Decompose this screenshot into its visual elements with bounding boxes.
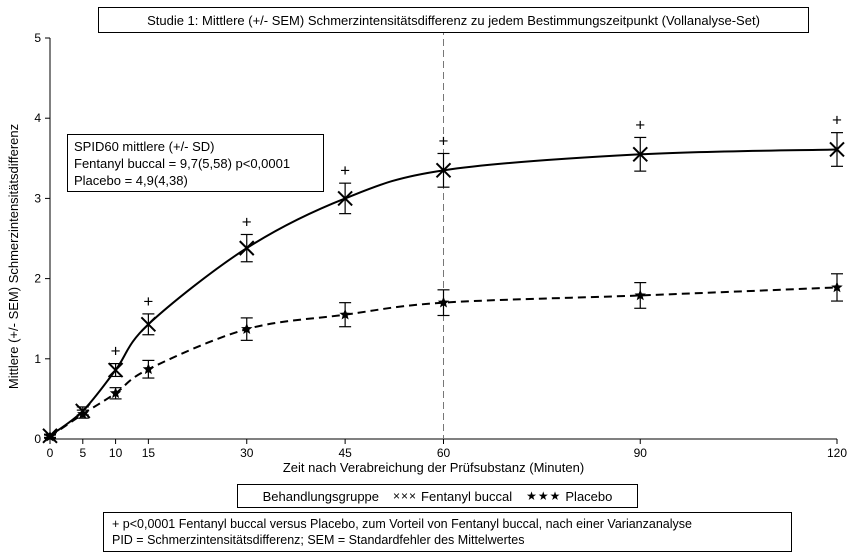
x-tick-label-0: 0 (47, 446, 54, 460)
stats-line-1: SPID60 mittlere (+/- SD) (74, 139, 215, 154)
point-fentanyl-buccal-120: + (829, 111, 845, 167)
legend-item-placebo: ★★★ Placebo (526, 489, 612, 504)
marker-placebo-30 (241, 323, 253, 334)
marker-placebo-15 (142, 363, 155, 375)
marker-placebo-10 (109, 387, 122, 399)
x-tick-label-5: 45 (338, 446, 352, 460)
y-tick-label-0: 0 (34, 432, 41, 446)
y-tick-label-3: 3 (34, 191, 41, 205)
x-tick-label-6: 60 (437, 446, 451, 460)
legend-item-fentanyl: ××× Fentanyl buccal (393, 489, 512, 504)
significance-mark-15: + (143, 292, 153, 311)
significance-mark-60: + (439, 131, 449, 150)
significance-mark-90: + (635, 115, 645, 134)
marker-fentanyl-buccal-45 (337, 190, 353, 207)
marker-placebo-60 (437, 296, 450, 308)
x-tick-label-8: 120 (827, 446, 847, 460)
point-fentanyl-buccal-60: + (435, 131, 452, 188)
marker-fentanyl-buccal-90 (632, 146, 648, 162)
y-tick-label-1: 1 (34, 352, 41, 366)
stats-line-2: Fentanyl buccal = 9,7(5,58) p<0,0001 (74, 156, 291, 171)
significance-mark-30: + (242, 212, 252, 231)
marker-placebo-45 (339, 308, 351, 320)
marker-fentanyl-buccal-10 (107, 362, 124, 378)
y-tick-label-4: 4 (34, 111, 41, 125)
point-placebo-90 (634, 282, 647, 309)
x-tick-label-7: 90 (634, 446, 648, 460)
point-fentanyl-buccal-30: + (239, 212, 255, 263)
marker-fentanyl-buccal-30 (239, 240, 255, 256)
legend-fentanyl-label: Fentanyl buccal (421, 488, 513, 504)
series-group: + + + + + + + (42, 111, 845, 444)
y-tick-label-2: 2 (34, 272, 41, 286)
marker-placebo-90 (634, 289, 646, 301)
y-axis-label: Mittlere (+/- SEM) Schmerzintensitätsdif… (6, 124, 21, 389)
x-tick-label-1: 5 (79, 446, 86, 460)
point-placebo-0 (44, 430, 56, 442)
marker-placebo-0 (44, 430, 56, 442)
x-axis-label: Zeit nach Verabreichung der Prüfsubstanz… (283, 460, 584, 475)
point-placebo-30 (240, 317, 253, 341)
point-placebo-120 (831, 273, 843, 302)
legend-placebo-marker: ★★★ (526, 489, 562, 503)
marker-placebo-120 (831, 281, 843, 293)
point-placebo-45 (339, 302, 352, 328)
legend-fentanyl-marker: ××× (393, 489, 418, 503)
significance-mark-45: + (340, 161, 350, 180)
stats-line-3: Placebo = 4,9(4,38) (74, 173, 188, 188)
x-tick-label-2: 10 (109, 446, 123, 460)
point-fentanyl-buccal-15: + (140, 292, 157, 336)
legend-placebo-label: Placebo (565, 488, 613, 504)
significance-mark-120: + (832, 111, 842, 130)
legend: Behandlungsgruppe ××× Fentanyl buccal ★★… (237, 484, 638, 508)
significance-mark-10: + (111, 342, 121, 361)
y-tick-label-5: 5 (34, 31, 41, 45)
marker-placebo-5 (77, 408, 89, 419)
chart-title: Studie 1: Mittlere (+/- SEM) Schmerzinte… (98, 7, 809, 33)
footnote-line-1: + p<0,0001 Fentanyl buccal versus Placeb… (112, 517, 692, 531)
x-tick-label-4: 30 (240, 446, 254, 460)
marker-fentanyl-buccal-60 (435, 162, 452, 179)
stats-annotation-box: SPID60 mittlere (+/- SD) Fentanyl buccal… (67, 134, 324, 192)
footnote-box: + p<0,0001 Fentanyl buccal versus Placeb… (103, 512, 792, 552)
point-fentanyl-buccal-45: + (337, 161, 353, 215)
point-fentanyl-buccal-10: + (107, 342, 124, 378)
x-tick-label-3: 15 (142, 446, 156, 460)
marker-fentanyl-buccal-120 (829, 141, 845, 158)
point-placebo-10 (109, 387, 122, 400)
point-fentanyl-buccal-90: + (632, 115, 648, 172)
point-placebo-5 (76, 408, 89, 419)
marker-fentanyl-buccal-15 (140, 316, 157, 333)
series-line-placebo (49, 286, 838, 438)
axes (45, 37, 838, 444)
legend-title: Behandlungsgruppe (262, 488, 380, 504)
point-placebo-15 (142, 359, 155, 379)
footnote-line-2: PID = Schmerzintensitätsdifferenz; SEM =… (112, 533, 525, 547)
point-placebo-60 (437, 289, 450, 317)
